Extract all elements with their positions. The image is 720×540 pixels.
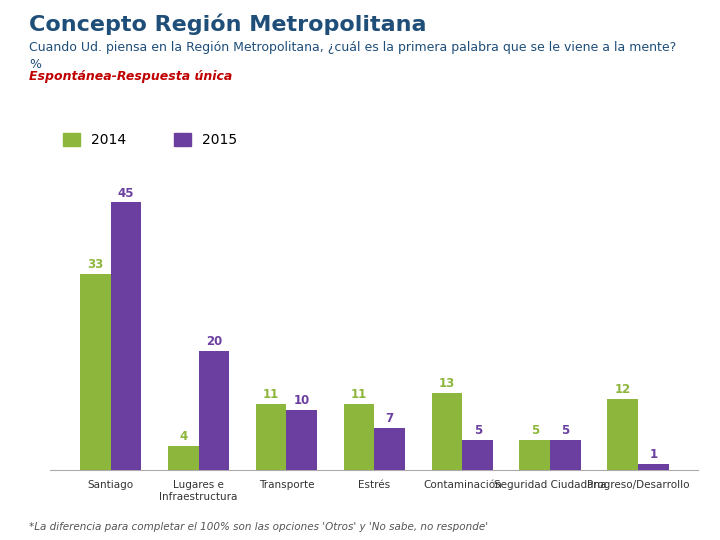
Text: 45: 45 — [118, 186, 134, 199]
Bar — [638, 464, 669, 470]
Bar — [199, 351, 230, 470]
Text: 13: 13 — [438, 376, 455, 390]
Text: 12: 12 — [615, 382, 631, 395]
Bar — [431, 393, 462, 470]
Bar — [374, 428, 405, 470]
Text: 11: 11 — [351, 388, 367, 401]
Text: 5: 5 — [531, 424, 539, 437]
Text: 33: 33 — [87, 258, 104, 271]
Text: 4: 4 — [179, 430, 187, 443]
Bar — [519, 440, 550, 470]
Text: 11: 11 — [263, 388, 279, 401]
Bar — [608, 399, 638, 470]
Text: %: % — [29, 58, 41, 71]
Text: Concepto Región Metropolitana: Concepto Región Metropolitana — [29, 14, 426, 35]
Text: Espontánea-Respuesta única: Espontánea-Respuesta única — [29, 70, 232, 83]
Text: *La diferencia para completar el 100% son las opciones 'Otros' y 'No sabe, no re: *La diferencia para completar el 100% so… — [29, 522, 488, 532]
Text: 1: 1 — [649, 448, 657, 461]
Bar — [287, 410, 318, 470]
Legend: 2014, 2015: 2014, 2015 — [58, 128, 243, 153]
Bar — [256, 404, 287, 470]
Bar — [462, 440, 493, 470]
Text: 5: 5 — [562, 424, 570, 437]
Text: 5: 5 — [474, 424, 482, 437]
Text: 7: 7 — [386, 412, 394, 426]
Bar — [550, 440, 581, 470]
Text: Cuando Ud. piensa en la Región Metropolitana, ¿cuál es la primera palabra que se: Cuando Ud. piensa en la Región Metropoli… — [29, 40, 676, 53]
Bar — [343, 404, 374, 470]
Bar — [111, 202, 141, 470]
Bar — [80, 274, 111, 470]
Text: 10: 10 — [294, 394, 310, 407]
Bar — [168, 446, 199, 470]
Text: 20: 20 — [206, 335, 222, 348]
